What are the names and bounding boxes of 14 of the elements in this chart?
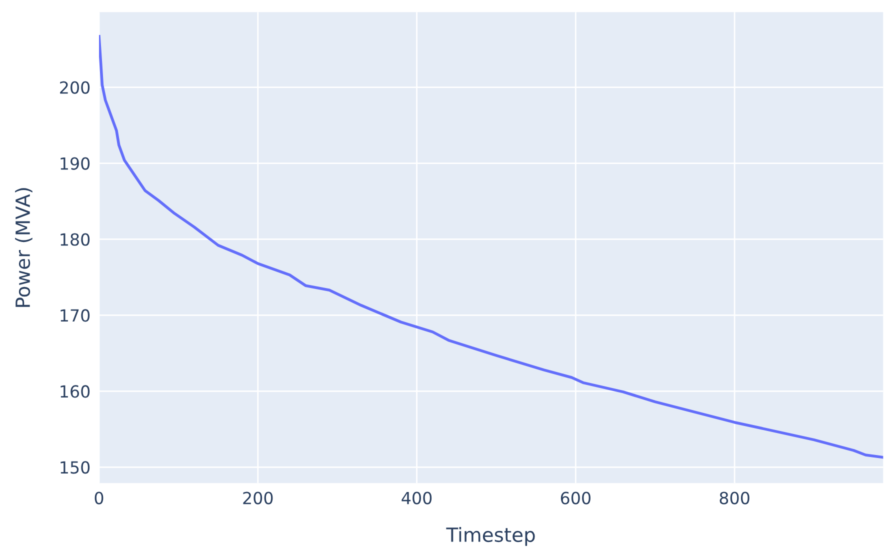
line-series	[99, 35, 884, 459]
y-tick-label: 150	[60, 461, 90, 474]
y-tick-label: 190	[60, 157, 90, 170]
x-tick-label: 600	[560, 492, 590, 504]
y-tick-label: 170	[60, 309, 90, 322]
x-tick-label: 800	[720, 492, 750, 504]
x-tick-label: 400	[402, 492, 432, 504]
x-tick-label: 200	[243, 492, 273, 504]
y-tick-label: 160	[60, 385, 90, 398]
y-axis-title: Power (MVA)	[15, 188, 32, 307]
y-tick-label: 200	[60, 81, 90, 94]
x-axis-title: Timestep	[446, 527, 535, 546]
x-tick-label: 0	[94, 492, 104, 504]
y-tick-label: 180	[60, 233, 90, 246]
